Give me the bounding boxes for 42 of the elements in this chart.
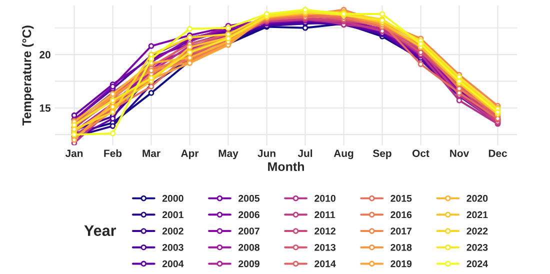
x-tick-label: May (218, 150, 238, 160)
y-tick-label: 20 (40, 51, 50, 58)
legend-label: 2017 (390, 228, 412, 235)
legend-title: Year (84, 225, 116, 236)
legend-label: 2001 (162, 211, 184, 218)
x-tick-label: Apr (181, 150, 199, 160)
legend-label: 2006 (238, 211, 260, 218)
legend-label: 2019 (390, 260, 412, 268)
x-tick-label: Oct (412, 150, 430, 158)
x-tick-label: Dec (488, 150, 507, 158)
legend-label: 2024 (466, 260, 488, 268)
legend-label: 2007 (238, 228, 260, 235)
legend-label: 2023 (466, 244, 488, 251)
legend-label: 2021 (466, 211, 488, 218)
legend-label: 2013 (314, 244, 336, 251)
legend-label: 2004 (162, 260, 184, 268)
legend-label: 2012 (314, 228, 336, 235)
x-tick-label: Nov (450, 150, 470, 158)
y-axis-title: Temperature (°C) (22, 26, 34, 126)
legend-label: 2010 (314, 194, 336, 202)
y-tick-label: 15 (40, 104, 51, 112)
x-tick-label: Jan (65, 150, 83, 158)
legend-label: 2008 (238, 244, 260, 251)
legend-label: 2002 (162, 228, 184, 235)
x-tick-label: Mar (142, 150, 160, 158)
legend-label: 2014 (314, 260, 336, 268)
legend-label: 2018 (390, 244, 412, 251)
x-tick-label: Jul (298, 149, 312, 158)
x-tick-label: Feb (104, 149, 122, 158)
legend-label: 2022 (466, 228, 488, 235)
legend-label: 2016 (390, 211, 412, 218)
legend-label: 2005 (238, 194, 260, 202)
x-axis-title: Month (268, 162, 304, 172)
legend-label: 2003 (162, 244, 184, 251)
x-tick-label: Aug (334, 150, 354, 160)
legend-label: 2020 (466, 194, 488, 202)
x-tick-label: Jun (258, 150, 276, 158)
legend-label: 2015 (390, 194, 412, 202)
legend-label: 2000 (162, 194, 184, 202)
legend-label: 2011 (314, 211, 336, 218)
x-tick-label: Sep (373, 150, 392, 160)
legend-label: 2009 (238, 260, 260, 268)
